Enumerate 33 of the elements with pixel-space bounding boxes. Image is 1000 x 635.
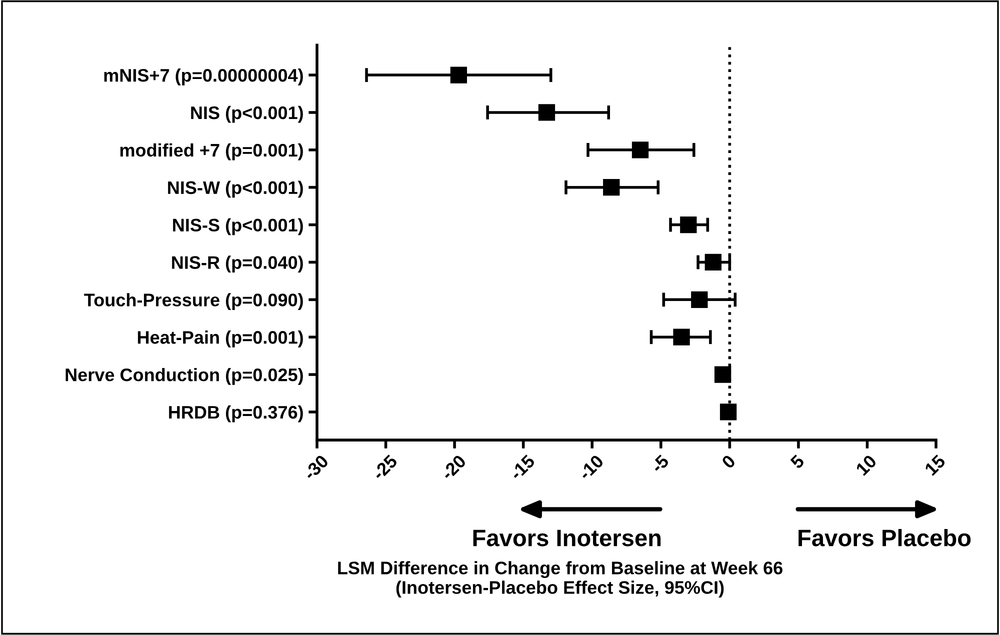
y-tick-label: NIS-S (p<0.001) [173, 218, 303, 236]
point [720, 404, 737, 420]
x-tick-label: 0 [721, 454, 736, 470]
point [632, 142, 649, 158]
text: Favors Placebo [798, 528, 971, 546]
y-tick-label: mNIS+7 (p=0.00000004) [104, 68, 303, 86]
x-tick-label: -5 [650, 454, 670, 474]
point [704, 254, 722, 271]
point [603, 179, 620, 196]
y-tick-label: Touch-Pressure (p=0.090) [84, 293, 303, 310]
y-tick-label: Nerve Conduction (p=0.025) [66, 368, 303, 385]
point [714, 366, 732, 383]
y-tick-label: HRDB (p=0.376) [169, 405, 303, 422]
point [680, 216, 697, 234]
x-tick-label: -10 [578, 454, 604, 481]
x-tick-label: 15 [924, 454, 946, 476]
point [538, 104, 556, 121]
text: Favors Inotersen [473, 530, 661, 546]
x-tick-label: 5 [790, 454, 806, 470]
text: LSM Difference in Change from Baseline at Week 66 (Inotersen-Placebo Effect Size, 95%CI) [338, 561, 782, 598]
y-tick-label: Heat-Pain (p=0.001) [138, 330, 303, 348]
x-tick-label: -30 [302, 454, 330, 481]
y-tick-label: modified +7 (p=0.001) [120, 143, 303, 160]
y-tick-label: NIS-R (p=0.040) [172, 256, 303, 273]
point [673, 328, 690, 346]
y-tick-label: NIS (p<0.001) [191, 106, 303, 123]
x-tick-label: -20 [440, 454, 467, 481]
point [450, 66, 468, 84]
y-tick-label: NIS-W (p<0.001) [168, 180, 303, 198]
x-tick-label: 10 [855, 454, 878, 476]
x-tick-label: -15 [509, 454, 536, 481]
point [691, 291, 708, 308]
x-tick-label: -25 [371, 454, 398, 481]
